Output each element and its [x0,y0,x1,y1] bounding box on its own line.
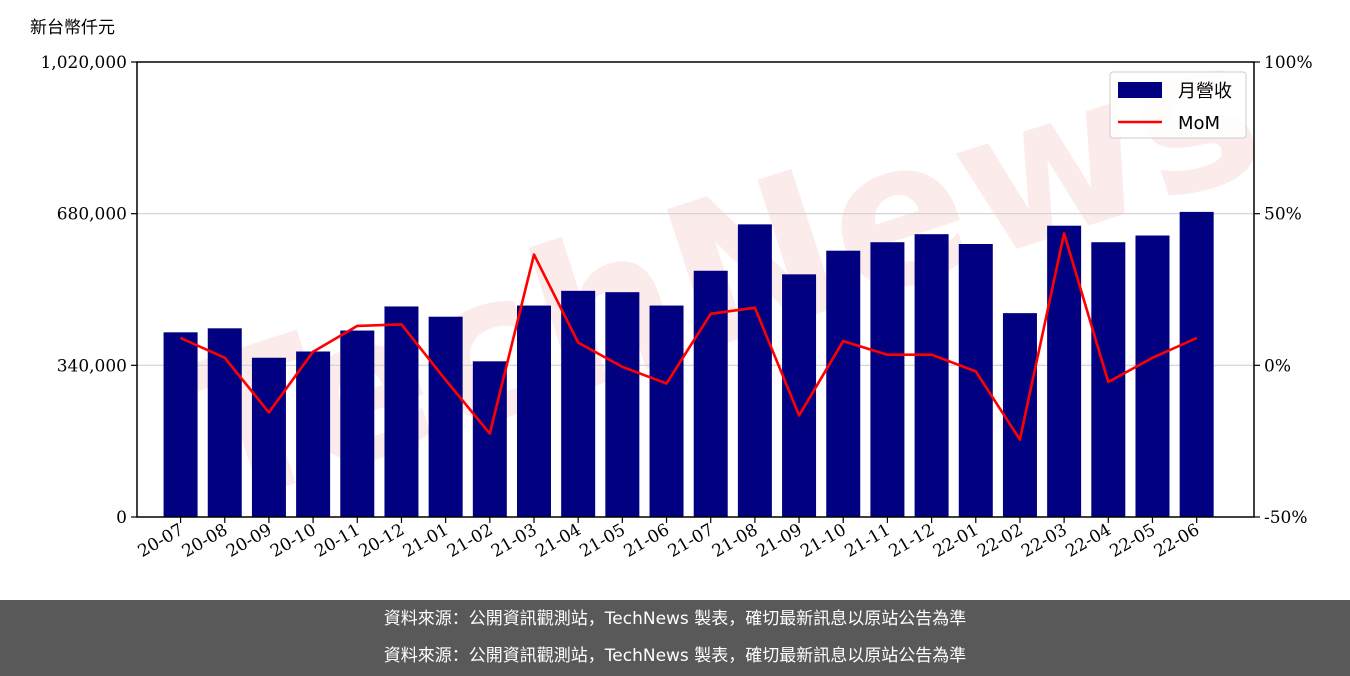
bar-21-07 [693,270,728,517]
x-tick-label: 20-08 [179,520,231,562]
y-left-tick-label: 0 [116,508,127,528]
x-tick-label: 21-04 [532,520,584,562]
bar-20-12 [384,306,419,517]
bar-20-07 [163,332,198,517]
bar-21-10 [826,250,861,518]
revenue-chart: TechNews 0340,000680,0001,020,000-50%0%5… [30,0,1313,562]
mom-point-22-02 [1019,439,1021,441]
x-tick-label: 22-05 [1107,520,1159,562]
bar-21-11 [870,242,905,517]
footer-line-2: 資料來源：公開資訊觀測站，TechNews 製表，確切最新訊息以原站公告為準 [383,646,967,666]
plot-frame [136,61,1255,518]
legend-label: MoM [1178,113,1220,134]
x-tick-label: 21-01 [400,520,452,562]
bar-21-01 [428,316,463,517]
x-tick-label: 22-02 [974,520,1026,562]
mom-point-20-08 [224,357,226,359]
mom-point-20-07 [180,337,182,339]
mom-point-21-05 [621,366,623,368]
y-left-tick-label: 1,020,000 [40,53,127,73]
mom-point-21-03 [533,254,535,256]
mom-point-22-05 [1151,357,1153,359]
x-tick-label: 21-02 [444,520,496,562]
x-tick-label: 21-08 [709,520,761,562]
mom-point-20-11 [356,325,358,327]
mom-point-22-03 [1063,232,1065,234]
y-unit-label: 新台幣仟元 [30,18,115,38]
bar-21-04 [561,290,596,517]
source-footer: 資料來源：公開資訊觀測站，TechNews 製表，確切最新訊息以原站公告為準 資… [0,600,1350,676]
mom-point-21-02 [489,433,491,435]
mom-point-20-12 [400,323,402,325]
mom-point-21-09 [798,414,800,416]
x-tick-label: 22-01 [930,520,982,562]
mom-point-21-11 [886,354,888,356]
bar-22-01 [958,244,993,517]
mom-point-22-01 [975,370,977,372]
mom-point-21-06 [666,383,668,385]
mom-line [180,232,1198,441]
bar-20-10 [296,351,331,517]
mom-point-22-06 [1196,337,1198,339]
bar-20-09 [251,357,286,517]
y-right-tick-label: 100% [1264,53,1313,73]
x-tick-label: 20-07 [135,520,187,562]
x-tick-label: 20-12 [356,520,408,562]
mom-line-series [180,232,1198,441]
bar-21-12 [914,234,949,517]
bar-20-11 [340,330,375,517]
bar-22-05 [1135,235,1170,517]
mom-point-22-04 [1107,381,1109,383]
x-tick-label: 21-06 [621,520,673,562]
mom-point-21-12 [931,354,933,356]
x-tick-label: 21-07 [665,520,717,562]
bar-21-08 [737,224,772,517]
bar-21-06 [649,305,684,517]
legend-swatch-bar [1118,82,1162,98]
x-tick-label: 21-03 [488,520,540,562]
legend: 月營收 MoM [1109,71,1247,139]
mom-point-21-01 [445,379,447,381]
y-left-tick-label: 340,000 [57,356,127,376]
mom-point-21-07 [710,313,712,315]
x-tick-label: 20-11 [311,520,363,562]
bar-21-03 [516,305,551,517]
x-tick-label: 21-11 [841,520,893,562]
bar-22-02 [1002,313,1037,517]
axes [131,61,1260,523]
mom-point-21-10 [842,340,844,342]
mom-point-20-09 [268,411,270,413]
mom-point-20-10 [312,351,314,353]
mom-point-21-08 [754,307,756,309]
x-tick-label: 21-12 [886,520,938,562]
bar-series [163,211,1214,518]
x-tick-label: 22-03 [1018,520,1070,562]
mom-point-21-04 [577,342,579,344]
bar-22-06 [1179,211,1214,517]
y-right-tick-label: 0% [1264,356,1291,376]
x-tick-label: 22-04 [1062,520,1114,562]
legend-label: 月營收 [1178,81,1232,102]
x-tick-label: 21-09 [753,520,805,562]
footer-line-1: 資料來源：公開資訊觀測站，TechNews 製表，確切最新訊息以原站公告為準 [383,609,967,629]
x-tick-label: 22-06 [1151,520,1203,562]
bar-21-05 [605,292,640,517]
x-tick-label: 21-10 [797,520,849,562]
y-right-tick-label: -50% [1264,508,1308,528]
y-left-tick-label: 680,000 [57,205,127,225]
x-tick-label: 21-05 [576,520,628,562]
y-right-tick-label: 50% [1264,205,1302,225]
